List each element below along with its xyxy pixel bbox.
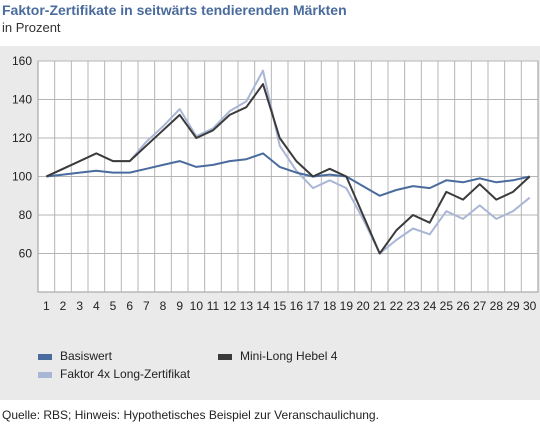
x-tick-label: 20 [356,299,370,313]
x-tick-label: 25 [440,299,454,313]
series-line-basiswert [46,152,530,197]
x-tick-label: 22 [390,299,404,313]
x-tick-label: 27 [473,299,487,313]
y-tick-label: 100 [12,170,32,184]
legend-item-mini-long: Mini-Long Hebel 4 [218,349,337,363]
legend-label-faktor: Faktor 4x Long-Zertifikat [60,367,191,381]
x-tick-label: 21 [373,299,387,313]
chart-subtitle: in Prozent [2,20,61,35]
series-line-mini-long-hebel-4 [45,83,531,255]
x-tick-label: 23 [406,299,420,313]
chart-title: Faktor-Zertifikate in seitwärts tendiere… [2,2,347,18]
legend-swatch-mini-long [218,353,232,360]
x-tick-label: 30 [523,299,537,313]
legend-label-mini-long: Mini-Long Hebel 4 [240,349,338,363]
x-tick-label: 16 [290,299,304,313]
source-label: Quelle: [2,408,41,422]
legend-swatch-basiswert [38,353,52,360]
y-tick-label: 120 [12,131,32,145]
y-tick-label: 140 [12,93,32,107]
x-tick-label: 15 [273,299,287,313]
x-tick-label: 26 [456,299,470,313]
x-tick-label: 10 [190,299,204,313]
x-tick-label: 9 [176,299,183,313]
x-tick-label: 3 [76,299,83,313]
source-note: Quelle: RBS; Hinweis: Hypothetisches Bei… [2,408,379,422]
x-tick-label: 8 [160,299,167,313]
x-tick-label: 11 [207,299,220,313]
x-tick-label: 12 [223,299,237,313]
x-tick-label: 5 [110,299,117,313]
x-tick-label: 19 [340,299,354,313]
x-tick-label: 2 [60,299,67,313]
y-tick-label: 80 [19,208,33,222]
legend-label-basiswert: Basiswert [60,349,113,363]
source-value: RBS; [43,408,72,422]
x-tick-label: 17 [306,299,320,313]
legend-swatch-faktor [38,371,52,378]
note-label: Hinweis: [74,408,121,422]
x-tick-label: 18 [323,299,337,313]
legend-item-basiswert: Basiswert [38,349,112,363]
x-tick-label: 1 [43,299,50,313]
x-tick-label: 7 [143,299,150,313]
x-tick-label: 4 [93,299,100,313]
x-tick-label: 6 [126,299,133,313]
legend-item-faktor: Faktor 4x Long-Zertifikat [38,367,190,381]
x-tick-label: 24 [423,299,437,313]
x-tick-label: 13 [240,299,254,313]
x-tick-label: 29 [506,299,520,313]
y-tick-label: 60 [19,247,33,261]
x-tick-label: 28 [490,299,504,313]
note-value: Hypothetisches Beispiel zur Veranschauli… [123,408,379,422]
y-tick-label: 160 [12,54,32,68]
x-tick-label: 14 [256,299,270,313]
